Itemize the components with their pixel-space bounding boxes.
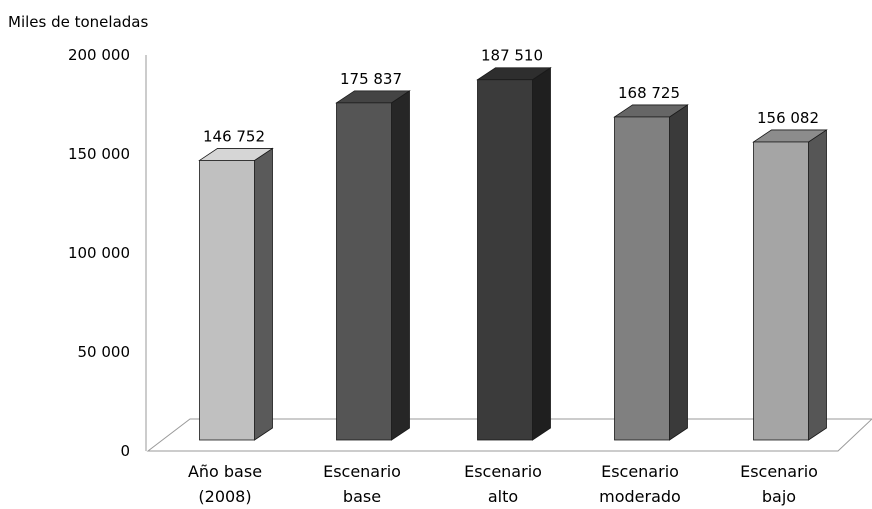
bar [752,129,828,441]
x-category-label-line: Escenario [740,462,818,481]
labels-group: 146 752 Año base (2008) 175 837 Escenario bas… [188,47,819,506]
x-category-label-line: moderado [599,487,681,506]
x-category-label-line: Escenario [601,462,679,481]
y-axis: 0 50 000 100 000 150 000 200 000 [68,46,147,460]
bar [335,90,411,441]
y-tick-label: 0 [120,442,130,460]
bar-value-label: 187 510 [481,47,543,65]
x-category-label-line: Año base [188,462,262,481]
bar-front-face [477,79,533,441]
y-tick-label: 150 000 [68,145,130,163]
bar [476,66,552,441]
bar-side-face [669,104,688,441]
bars-group [198,66,828,441]
x-category-label: Escenario moderado [599,462,681,506]
y-tick-label: 200 000 [68,46,130,64]
y-tick-label: 100 000 [68,244,130,262]
x-category-label-line: base [343,487,381,506]
floor-plane [146,418,872,452]
chart-floor [146,418,872,452]
x-category-label: Escenario bajo [740,462,818,506]
bar-side-face [808,129,827,441]
bar [613,104,689,441]
bar-front-face [199,160,255,441]
x-category-label-line: (2008) [198,487,251,506]
bar-value-label: 156 082 [757,109,819,127]
bar-value-label: 168 725 [618,84,680,102]
y-tick-label: 50 000 [78,343,131,361]
bar [198,147,274,441]
x-category-label-line: alto [488,487,518,506]
x-category-label-line: bajo [762,487,796,506]
x-category-label: Año base (2008) [188,462,262,506]
x-category-label: Escenario alto [464,462,542,506]
x-category-label: Escenario base [323,462,401,506]
bar-front-face [753,141,809,441]
x-category-label-line: Escenario [323,462,401,481]
bar-front-face [336,102,392,441]
bar-side-face [254,147,273,441]
bar-side-face [532,66,551,441]
x-category-label-line: Escenario [464,462,542,481]
bar-side-face [391,90,410,441]
bar-value-label: 175 837 [340,70,402,88]
bar-value-label: 146 752 [203,127,265,145]
bar-front-face [614,116,670,441]
y-axis-unit-label: Miles de toneladas [8,13,148,31]
